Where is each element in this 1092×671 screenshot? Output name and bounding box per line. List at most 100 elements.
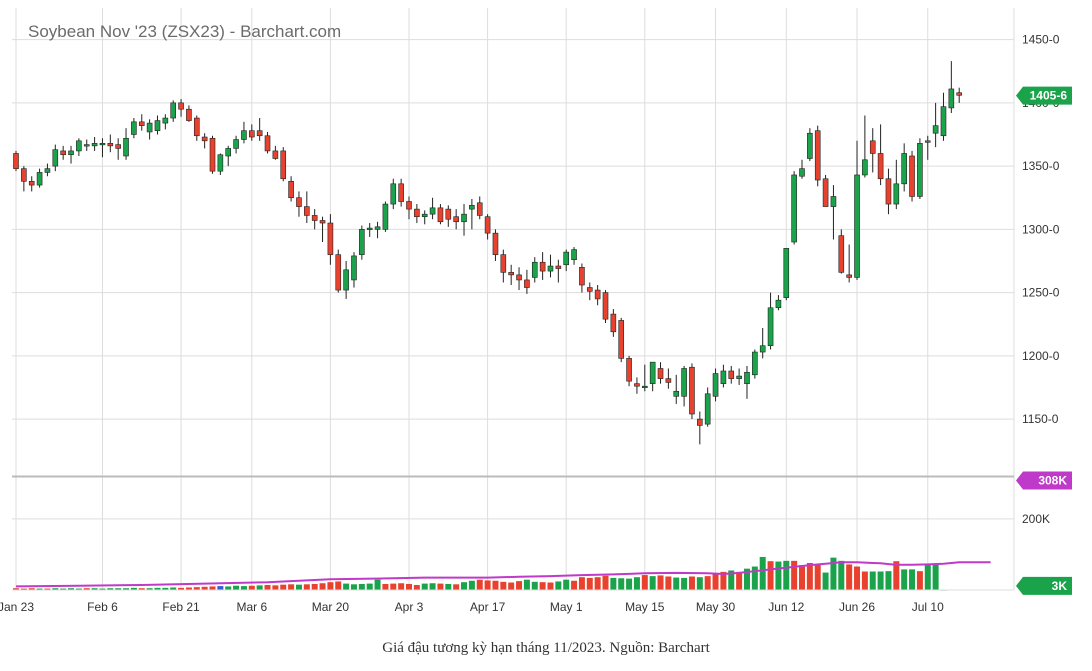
- candle-body: [736, 375, 742, 379]
- candle-body: [586, 287, 593, 292]
- candle-body: [374, 226, 381, 230]
- volume-bar: [523, 579, 530, 590]
- candle: [225, 145, 232, 167]
- volume-bar: [743, 568, 750, 590]
- price-tick-label: 1250-0: [1022, 286, 1060, 300]
- date-tick-label: Jan 23: [0, 600, 34, 614]
- candle-body: [610, 313, 617, 333]
- candle: [359, 225, 365, 260]
- candle-body: [547, 265, 554, 272]
- volume-bar: [319, 583, 326, 590]
- candle-body: [217, 154, 224, 172]
- candle-body: [673, 390, 680, 397]
- volume-bar: [178, 587, 185, 590]
- candle-body: [846, 274, 852, 278]
- candle: [44, 163, 51, 177]
- volume-bar: [681, 577, 688, 590]
- volume-bar: [571, 580, 578, 590]
- volume-bar: [633, 577, 640, 590]
- candle: [697, 411, 703, 445]
- candle: [516, 267, 522, 291]
- volume-bar: [885, 571, 892, 590]
- candle: [382, 201, 389, 232]
- volume-bar: [390, 583, 397, 590]
- volume-bar: [586, 577, 593, 590]
- candle-body: [264, 135, 271, 152]
- candle: [704, 387, 711, 427]
- candle: [217, 153, 224, 175]
- volume-bar: [877, 571, 884, 590]
- candle-body: [437, 207, 444, 223]
- volume-bar: [20, 588, 27, 590]
- candle-body: [60, 150, 66, 156]
- candle-body: [814, 130, 821, 181]
- candle: [720, 364, 727, 388]
- candle: [524, 269, 530, 294]
- volume-bar: [366, 583, 373, 590]
- candle: [830, 185, 837, 240]
- candle-body: [728, 370, 735, 379]
- candle: [814, 125, 821, 187]
- price-tick-label: 1200-0: [1022, 349, 1060, 363]
- candle: [398, 178, 404, 207]
- volume-badge-shape: [1016, 576, 1072, 595]
- last-price-badge-label: 1405-6: [1030, 89, 1068, 103]
- candle: [594, 285, 601, 306]
- candle-body: [830, 196, 837, 207]
- date-tick-label: May 15: [625, 600, 665, 614]
- candle-body: [178, 102, 184, 110]
- candle-body: [909, 155, 915, 197]
- volume-bar: [594, 577, 601, 590]
- volume-bar: [68, 588, 75, 590]
- candle: [146, 119, 153, 140]
- date-tick-label: Mar 6: [236, 600, 267, 614]
- candle-body: [201, 136, 208, 142]
- volume-bar: [52, 588, 59, 590]
- volume-bar: [406, 583, 412, 590]
- volume-tick-label: 200K: [1022, 512, 1050, 526]
- candlestick-chart: 1450-01400-01350-01300-01250-01200-01150…: [0, 8, 1072, 614]
- volume-bar: [500, 581, 507, 590]
- volume-bar: [123, 588, 130, 590]
- open-interest-series: [15, 561, 991, 588]
- candle-body: [390, 183, 397, 205]
- candle-body: [233, 139, 239, 149]
- volume-bar: [657, 575, 664, 590]
- candle-body: [327, 222, 334, 255]
- volume-bar: [91, 588, 98, 590]
- volume-bar: [830, 557, 837, 590]
- candle-body: [594, 289, 601, 300]
- candle-body: [52, 149, 59, 167]
- candle: [822, 174, 829, 207]
- price-tick-label: 1450-0: [1022, 33, 1060, 47]
- candle-body: [453, 216, 459, 223]
- date-tick-label: Jun 12: [768, 600, 804, 614]
- candle: [249, 124, 255, 141]
- candle-body: [917, 143, 923, 197]
- candle: [296, 191, 302, 217]
- candle-body: [641, 385, 648, 388]
- candle: [99, 138, 106, 158]
- volume-bar: [453, 584, 460, 590]
- candle: [657, 362, 664, 384]
- candle-body: [838, 235, 845, 273]
- candle-body: [99, 143, 106, 146]
- candle-body: [359, 229, 365, 255]
- candle: [673, 374, 680, 404]
- volume-bar: [382, 583, 389, 590]
- candle: [351, 252, 357, 288]
- open-interest-badge-label: 308K: [1038, 473, 1067, 487]
- date-tick-label: Jul 10: [912, 600, 944, 614]
- candle: [563, 249, 570, 272]
- volume-bar: [193, 587, 200, 590]
- candle-body: [924, 140, 931, 143]
- volume-bar: [610, 577, 617, 590]
- volume-bar: [154, 587, 161, 590]
- candle: [634, 377, 640, 394]
- candle: [453, 209, 459, 230]
- candle: [775, 295, 782, 311]
- volume-bar: [280, 584, 287, 590]
- volume-bar: [688, 576, 695, 590]
- candle: [767, 292, 774, 350]
- price-tick-label: 1150-0: [1022, 412, 1059, 426]
